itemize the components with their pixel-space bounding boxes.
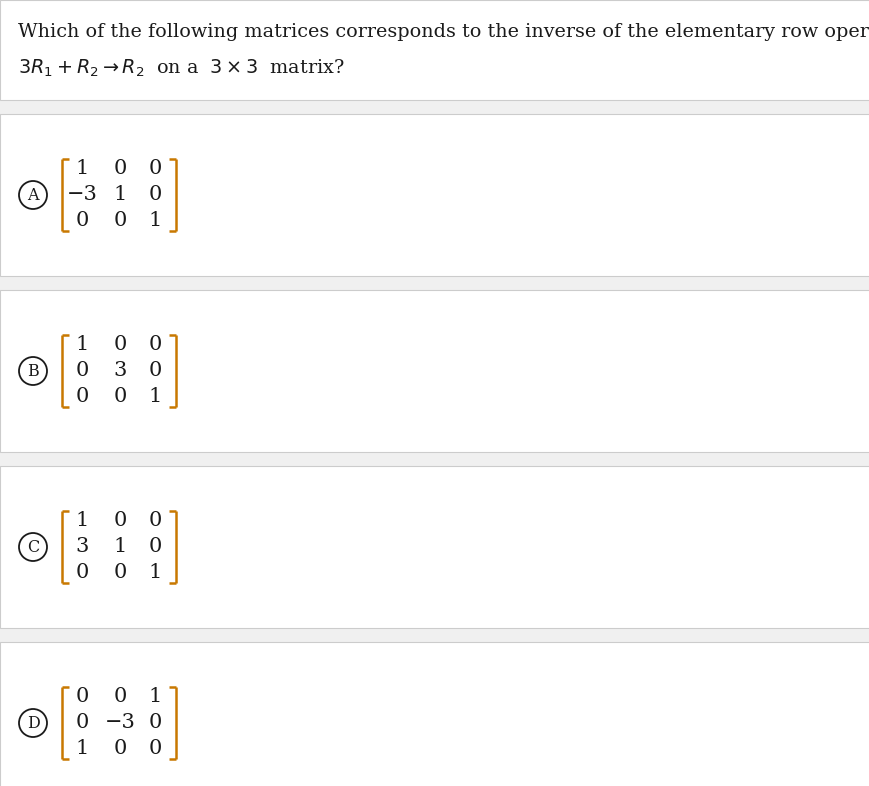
Text: 0: 0: [113, 740, 127, 758]
Text: $3R_1 + R_2 \rightarrow R_2$  on a  $3 \times 3$  matrix?: $3R_1 + R_2 \rightarrow R_2$ on a $3 \ti…: [18, 57, 344, 79]
Text: 0: 0: [148, 512, 162, 531]
Text: 0: 0: [113, 160, 127, 178]
Text: 1: 1: [76, 336, 89, 354]
Text: 3: 3: [76, 538, 89, 556]
Text: −3: −3: [67, 185, 97, 204]
Bar: [64, 336, 174, 406]
Text: 1: 1: [148, 387, 162, 406]
Text: 0: 0: [148, 160, 162, 178]
Text: 0: 0: [76, 714, 89, 733]
Text: 0: 0: [76, 211, 89, 230]
Text: 1: 1: [113, 538, 127, 556]
Text: 0: 0: [113, 688, 127, 707]
Bar: [0, 290, 869, 452]
Text: 1: 1: [76, 740, 89, 758]
Text: 0: 0: [148, 714, 162, 733]
Bar: [0, 642, 869, 786]
Text: 0: 0: [76, 387, 89, 406]
Text: 0: 0: [76, 688, 89, 707]
Text: 0: 0: [113, 336, 127, 354]
Bar: [0, 114, 869, 276]
Bar: [64, 688, 174, 758]
Text: 0: 0: [148, 538, 162, 556]
Bar: [0, 0, 869, 100]
Text: 3: 3: [113, 362, 127, 380]
Text: 1: 1: [76, 512, 89, 531]
Text: 0: 0: [113, 211, 127, 230]
Text: A: A: [27, 186, 39, 204]
Text: 0: 0: [76, 362, 89, 380]
Text: 0: 0: [113, 512, 127, 531]
Text: 1: 1: [113, 185, 127, 204]
Text: Which of the following matrices corresponds to the inverse of the elementary row: Which of the following matrices correspo…: [18, 23, 869, 41]
Bar: [64, 160, 174, 230]
Text: B: B: [27, 362, 39, 380]
Text: 0: 0: [113, 564, 127, 582]
Text: 0: 0: [148, 336, 162, 354]
Bar: [64, 512, 174, 582]
Text: 1: 1: [148, 211, 162, 230]
Text: 1: 1: [148, 564, 162, 582]
Text: 0: 0: [76, 564, 89, 582]
Text: 1: 1: [76, 160, 89, 178]
Text: −3: −3: [104, 714, 136, 733]
Text: D: D: [27, 714, 39, 732]
Text: 0: 0: [113, 387, 127, 406]
Text: C: C: [27, 538, 39, 556]
Text: 0: 0: [148, 362, 162, 380]
Text: 0: 0: [148, 740, 162, 758]
Text: 0: 0: [148, 185, 162, 204]
Text: 1: 1: [148, 688, 162, 707]
Bar: [0, 466, 869, 628]
